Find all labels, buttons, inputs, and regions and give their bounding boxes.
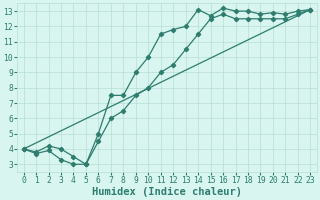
X-axis label: Humidex (Indice chaleur): Humidex (Indice chaleur) xyxy=(92,186,242,197)
